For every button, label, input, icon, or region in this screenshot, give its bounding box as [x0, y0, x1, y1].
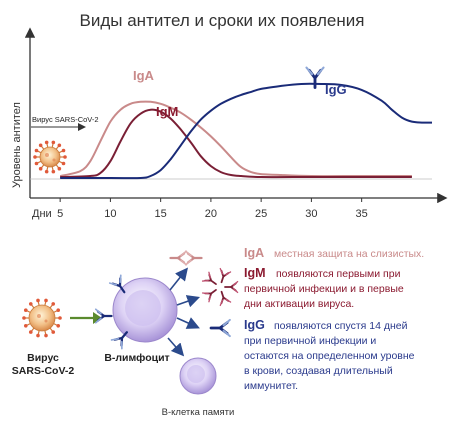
x-tick-label: 35: [356, 208, 368, 220]
x-tick-label: 5: [57, 208, 63, 220]
virus-label-line2: SARS-CoV-2: [12, 365, 75, 377]
legend-line-igg: в крови, создавая длительный: [244, 365, 393, 377]
antibody-glyph: [219, 267, 232, 284]
virus-icon: [22, 298, 62, 338]
cell-antibody-icons: [94, 274, 128, 350]
b-lymphocyte-label: B-лимфоцит: [104, 352, 169, 364]
virus-icon-chart: [33, 140, 67, 174]
arrow-to-igm: [176, 295, 201, 308]
legend-key-iga: IgA: [244, 246, 264, 260]
legend-key-igg: IgG: [244, 318, 265, 332]
legend-line-igg: при первичной инфекции и: [244, 335, 376, 347]
antibody-icon-iga: [169, 250, 203, 266]
memory-cell: [179, 357, 217, 395]
antibody-icon-igm: [201, 267, 239, 307]
antibody-glyph: [219, 290, 232, 307]
antibody-glyph: [201, 289, 217, 303]
x-axis-prefix: Дни: [32, 208, 52, 220]
series-line-igm: [60, 108, 412, 179]
green-arrow: [70, 312, 102, 324]
legend-line-igm: появляются первыми при: [276, 268, 401, 280]
virus-label-line1: Вирус: [27, 352, 59, 364]
virus-glyph: [33, 140, 67, 174]
legend-key-igm: IgM: [244, 266, 266, 280]
virus-arrow-label: Вирус SARS-CoV-2: [32, 115, 99, 124]
x-tick-label: 30: [305, 208, 317, 220]
lymphocyte-diagram: Вирус SARS-CoV-2 B-лимфоцит B-клетка пам…: [12, 246, 424, 418]
antibody-glyph: [108, 274, 126, 294]
arrow-to-iga: [169, 267, 188, 291]
antibody-glyph: [110, 331, 128, 350]
label-igg-curve: IgG: [325, 82, 347, 97]
x-tick-label: 25: [255, 208, 267, 220]
antibody-glyph: [201, 271, 217, 285]
antibody-legend: IgA местная защита на слизистых. IgM появля…: [244, 246, 424, 392]
antibody-glyph: [94, 308, 113, 324]
y-axis-label: Уровень антител: [11, 102, 23, 188]
chart-title: Виды антител и сроки их появления: [80, 11, 365, 30]
antibody-glyph: [209, 318, 231, 338]
antibody-icon-igg-bottom: [209, 318, 231, 338]
antibody-glyph: [224, 280, 239, 294]
virus-glyph: [22, 298, 62, 338]
legend-line-iga: местная защита на слизистых.: [274, 248, 424, 260]
label-iga-curve: IgA: [133, 68, 155, 83]
legend-line-igg: иммунитет.: [244, 380, 298, 392]
legend-line-igg: остаются на определенном уровне: [244, 350, 415, 362]
series-line-iga: [59, 100, 412, 178]
x-tick-label: 15: [155, 208, 167, 220]
antibody-glyph: [169, 250, 188, 266]
series-lines: [59, 82, 433, 180]
b-lymphocyte-cell: [112, 277, 178, 343]
label-igm-curve: IgM: [156, 104, 178, 119]
antibody-icon-igg: [305, 66, 325, 89]
antibody-glyph: [305, 66, 325, 89]
arrow-to-igg: [176, 317, 200, 329]
legend-line-igg: появляются спустя 14 дней: [274, 320, 408, 332]
x-tick-label: 10: [104, 208, 116, 220]
antibody-chart: Уровень антител Дни 5 10 15 20 25 30 35 Вирус …: [11, 27, 448, 220]
x-tick-labels: 5 10 15 20 25 30 35: [57, 198, 368, 220]
legend-line-igm: первичной инфекции и в первые: [244, 283, 404, 295]
antibody-glyph: [184, 250, 203, 266]
series-line-igg: [60, 82, 433, 180]
memory-cell-label: B-клетка памяти: [162, 407, 235, 418]
arrow-to-memory: [167, 337, 185, 357]
x-tick-label: 20: [205, 208, 217, 220]
legend-line-igm: дни активации вируса.: [244, 298, 354, 310]
